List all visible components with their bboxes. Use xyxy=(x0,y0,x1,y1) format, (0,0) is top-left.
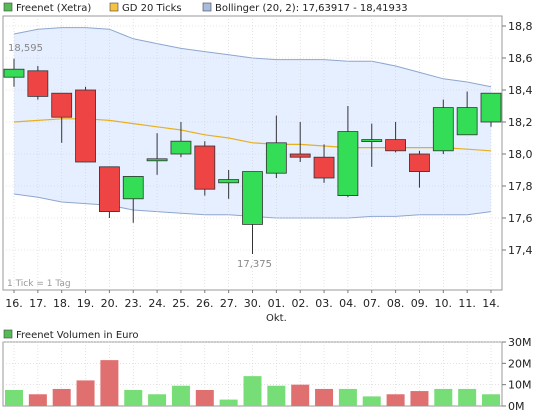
x-tick-label: 19. xyxy=(77,297,95,310)
candle-body xyxy=(27,70,49,97)
candle-body xyxy=(146,158,168,162)
x-tick-label: 25. xyxy=(172,297,190,310)
candle-body xyxy=(313,156,335,179)
volume-bar xyxy=(362,396,381,406)
volume-bar xyxy=(291,384,310,406)
volume-bar xyxy=(28,394,47,406)
gd-legend-swatch xyxy=(109,2,119,12)
x-tick-label: 10. xyxy=(435,297,453,310)
bollinger-band-fill xyxy=(14,27,491,218)
volume-bar xyxy=(148,394,167,406)
candle-body xyxy=(194,145,216,190)
volume-bar xyxy=(338,388,357,406)
price-legend-swatch xyxy=(3,2,13,12)
candle-body xyxy=(218,179,240,184)
volume-bar xyxy=(458,388,477,406)
price-y-tick-label: 18,2 xyxy=(508,116,533,129)
x-tick-label: 18. xyxy=(53,297,71,310)
x-tick-label: 20. xyxy=(101,297,119,310)
candles xyxy=(3,58,502,254)
price-legend-label: Freenet (Xetra) xyxy=(16,3,91,14)
volume-bar xyxy=(482,394,500,406)
x-tick-label: 24. xyxy=(148,297,166,310)
candle-body xyxy=(456,107,478,136)
x-tick-label: 03. xyxy=(315,297,333,310)
volume-bar xyxy=(76,380,95,406)
x-tick-label: 23. xyxy=(125,297,143,310)
x-tick-label: 16. xyxy=(5,297,23,310)
volume-bars xyxy=(5,360,500,406)
price-y-tick-label: 18,0 xyxy=(508,148,533,161)
volume-y-tick-label: 20M xyxy=(508,357,532,370)
volume-bar xyxy=(219,399,238,406)
volume-bar xyxy=(410,391,429,406)
candle-body xyxy=(480,92,502,123)
price-y-tick-label: 17,8 xyxy=(508,180,533,193)
candle-body xyxy=(170,140,192,155)
tick-note: 1 Tick = 1 Tag xyxy=(7,279,71,289)
price-y-tick-label: 17,6 xyxy=(508,212,533,225)
candle-body xyxy=(361,139,383,143)
volume-bar xyxy=(386,394,405,406)
candle-body xyxy=(289,153,311,158)
volume-y-tick-label: 0M xyxy=(508,400,525,413)
x-tick-label: 11. xyxy=(458,297,476,310)
volume-bar xyxy=(171,385,190,406)
volume-bar xyxy=(195,390,214,406)
candle-body xyxy=(99,166,120,213)
candle-body xyxy=(122,175,144,200)
price-y-tick-label: 18,8 xyxy=(508,20,533,33)
candle-body xyxy=(265,142,287,174)
price-chart: 17,417,617,818,018,218,418,618,8 18,595 … xyxy=(2,15,533,291)
low-annotation: 17,375 xyxy=(237,259,272,270)
price-y-axis: 17,4 17,6 17,8 18,0 18,2 18,4 18,6 18,8 xyxy=(502,20,533,257)
x-tick-label: 30. xyxy=(244,297,262,310)
x-tick-label: 02. xyxy=(291,297,309,310)
x-tick-label: 14. xyxy=(482,297,500,310)
volume-bar xyxy=(52,388,71,406)
x-tick-label: 17. xyxy=(29,297,47,310)
volume-bar xyxy=(315,388,334,406)
price-y-tick-label: 18,6 xyxy=(508,52,533,65)
candle-body xyxy=(385,139,407,152)
candle-body xyxy=(75,89,96,163)
price-y-tick-label: 17,4 xyxy=(508,244,533,257)
volume-chart: Freenet Volumen in Euro 0M 10M 20M 30M xyxy=(2,329,532,413)
month-label: Okt. xyxy=(266,313,287,324)
volume-bar xyxy=(5,390,23,406)
volume-bar xyxy=(243,376,262,406)
volume-legend-label: Freenet Volumen in Euro xyxy=(16,330,138,341)
candle-body xyxy=(409,153,430,173)
x-tick-label: 26. xyxy=(196,297,214,310)
gd-legend-label: GD 20 Ticks xyxy=(122,3,182,14)
x-tick-label: 07. xyxy=(363,297,381,310)
candle-body xyxy=(337,131,359,197)
price-y-tick-label: 18,4 xyxy=(508,84,533,97)
volume-y-axis: 0M 10M 20M 30M xyxy=(502,336,532,413)
x-tick-label: 09. xyxy=(411,297,429,310)
volume-y-tick-label: 10M xyxy=(508,379,532,392)
volume-bar xyxy=(434,388,453,406)
candle-body xyxy=(51,92,73,118)
x-tick-label: 08. xyxy=(387,297,405,310)
bollinger-legend-swatch xyxy=(202,2,212,12)
x-axis: 16. 17. 18. 19. 20. 23. 24. 25. 26. 27. 30. 01. 02. 0… xyxy=(5,290,500,310)
bollinger-legend-label: Bollinger (20, 2): 17,63917 - 18,41933 xyxy=(215,3,408,14)
candle-body xyxy=(432,107,454,152)
volume-legend-swatch xyxy=(3,329,13,339)
high-annotation: 18,595 xyxy=(8,43,43,54)
x-tick-label: 27. xyxy=(220,297,238,310)
volume-y-tick-label: 30M xyxy=(508,336,532,349)
x-tick-label: 04. xyxy=(339,297,357,310)
price-grid xyxy=(3,16,502,290)
volume-bar xyxy=(124,390,143,406)
volume-bar xyxy=(100,360,119,406)
volume-bar xyxy=(267,385,286,406)
candle-body xyxy=(3,68,25,78)
candle-body xyxy=(242,171,263,225)
legend: Freenet (Xetra) GD 20 Ticks Bollinger (2… xyxy=(3,2,408,14)
x-tick-label: 01. xyxy=(268,297,286,310)
